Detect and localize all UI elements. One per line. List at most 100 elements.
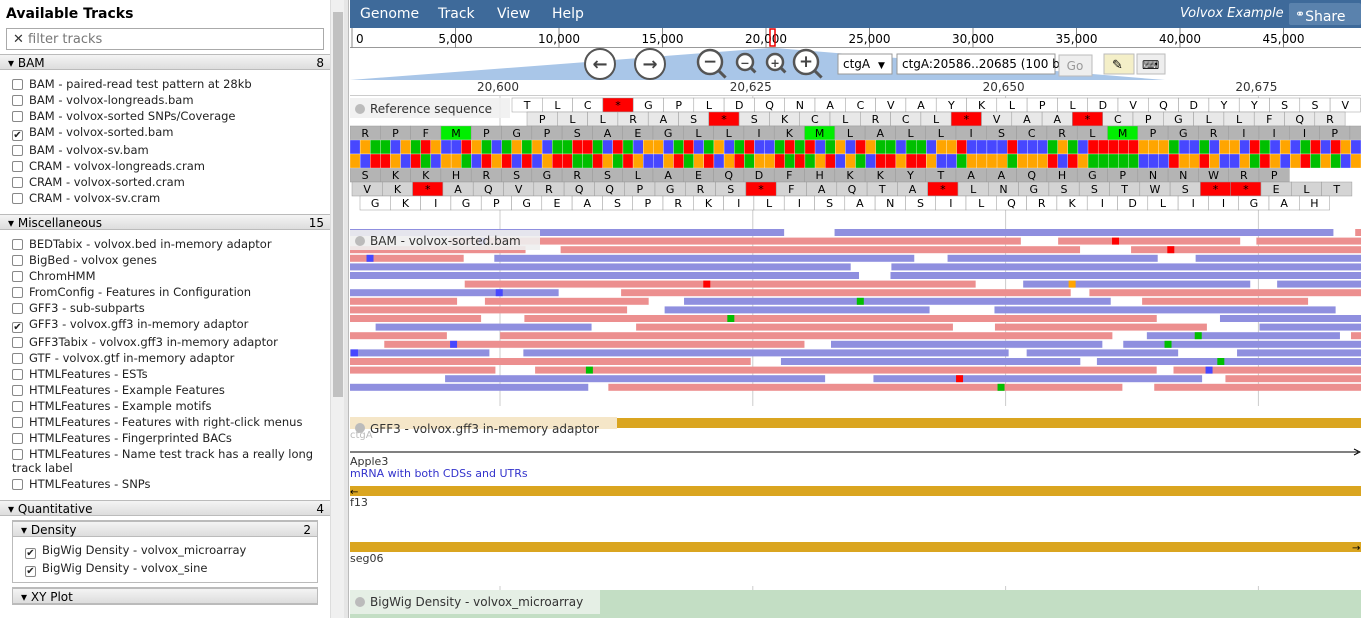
checkbox[interactable] [12, 337, 23, 348]
checkbox[interactable] [12, 401, 23, 412]
checkbox[interactable] [12, 303, 23, 314]
zoom-button[interactable] [735, 52, 755, 72]
track-item[interactable]: HTMLFeatures - ESTs [0, 366, 330, 382]
track-item[interactable]: BEDTabix - volvox.bed in-memory adaptor [0, 236, 330, 252]
amino-acid: S [727, 183, 734, 196]
track-item[interactable]: HTMLFeatures - Example motifs [0, 398, 330, 414]
track-item[interactable]: HTMLFeatures - Name test track has a rea… [0, 446, 330, 476]
category-header[interactable]: ▾ BAM 8 [0, 54, 330, 70]
checkbox[interactable] [12, 111, 23, 122]
track-item[interactable]: BAM - volvox-sv.bam [0, 142, 330, 158]
track-item[interactable]: ✔ BAM - volvox-sorted.bam [0, 124, 330, 142]
track-item[interactable]: HTMLFeatures - Fingerprinted BACs [0, 430, 330, 446]
sidebar: Available Tracks ✕ filter tracks ▾ BAM 8 B… [0, 0, 330, 618]
zoom-button[interactable] [792, 48, 820, 76]
checkbox[interactable] [12, 449, 23, 460]
amino-acid: * [425, 183, 431, 196]
checkbox[interactable] [12, 353, 23, 364]
track-item[interactable]: CRAM - volvox-sorted.cram [0, 174, 330, 190]
track-item[interactable]: BAM - volvox-sorted SNPs/Coverage [0, 108, 330, 124]
checkbox[interactable] [12, 287, 23, 298]
track-item[interactable]: ✔ GFF3 - volvox.gff3 in-memory adaptor [0, 316, 330, 334]
category-header[interactable]: ▾ Miscellaneous 15 [0, 214, 330, 230]
subcategory-header[interactable]: ▾ Density 2 [13, 521, 317, 537]
track-item[interactable]: ChromHMM [0, 268, 330, 284]
checkbox[interactable] [12, 161, 23, 172]
track-item[interactable]: GFF3Tabix - volvox.gff3 in-memory adapto… [0, 334, 330, 350]
menu-item[interactable]: Track [438, 6, 475, 22]
location-box[interactable] [896, 53, 1056, 75]
track-item[interactable]: FromConfig - Features in Configuration [0, 284, 330, 300]
track-label: BAM - volvox-sv.bam [29, 143, 149, 157]
menu-item[interactable]: Help [552, 6, 584, 22]
checkbox[interactable] [12, 479, 23, 490]
share-button[interactable]: ⚭ Share [1289, 3, 1361, 25]
base-fwd [673, 139, 684, 155]
track-item[interactable]: HTMLFeatures - Features with right-click… [0, 414, 330, 430]
pan-right[interactable] [634, 48, 666, 80]
amino-acid: Q [724, 169, 733, 182]
refseq-select[interactable] [837, 53, 893, 75]
subcategory-header[interactable]: ▾ XY Plot [13, 588, 317, 604]
checkbox[interactable]: ✔ [12, 130, 23, 141]
base-rev [1057, 153, 1068, 169]
scroll-thumb[interactable] [333, 12, 343, 397]
base-fwd [1239, 139, 1250, 155]
track-item[interactable]: BAM - paired-read test pattern at 28kb [0, 76, 330, 92]
filter-input[interactable]: ✕ filter tracks [6, 28, 324, 50]
checkbox[interactable] [12, 369, 23, 380]
track-item[interactable]: HTMLFeatures - SNPs [0, 476, 330, 492]
track-item[interactable]: CRAM - volvox-longreads.cram [0, 158, 330, 174]
category-header[interactable]: ▾ Quantitative 4 [0, 500, 330, 516]
checkbox[interactable] [12, 433, 23, 444]
track-item[interactable]: ✔ BigWig Density - volvox_microarray [13, 542, 317, 560]
go-button[interactable] [1058, 54, 1093, 77]
track-item[interactable]: CRAM - volvox-sv.cram [0, 190, 330, 206]
checkbox[interactable] [12, 271, 23, 282]
checkbox[interactable] [12, 239, 23, 250]
checkbox[interactable] [12, 193, 23, 204]
toggle-button[interactable] [1136, 53, 1166, 75]
highlight-button[interactable] [1103, 53, 1135, 75]
close-icon[interactable] [355, 104, 365, 114]
amino-acid: L [635, 169, 642, 182]
track-item[interactable]: BAM - volvox-longreads.bam [0, 92, 330, 108]
track-item[interactable]: GFF3 - sub-subparts [0, 300, 330, 316]
checkbox[interactable]: ✔ [12, 322, 23, 333]
checkbox[interactable] [12, 417, 23, 428]
amino-acid: P [1331, 127, 1338, 140]
amino-acid: A [998, 169, 1006, 182]
track-item[interactable]: ✔ BigWig Density - volvox_sine [13, 560, 317, 578]
track-item[interactable]: HTMLFeatures - Example Features [0, 382, 330, 398]
scrollbar[interactable] [330, 0, 344, 618]
track-label: GFF3Tabix - volvox.gff3 in-memory adapto… [29, 335, 278, 349]
checkbox[interactable] [12, 385, 23, 396]
zoom-button[interactable] [765, 52, 785, 72]
base-fwd [1138, 139, 1149, 155]
track-item[interactable]: BigBed - volvox genes [0, 252, 330, 268]
menu-item[interactable]: View [497, 6, 531, 22]
menu-item[interactable]: Genome [360, 6, 420, 22]
close-icon[interactable] [355, 597, 365, 607]
base-fwd [1118, 139, 1129, 155]
checkbox[interactable] [12, 255, 23, 266]
checkbox[interactable]: ✔ [25, 548, 36, 559]
zoom-button[interactable] [696, 48, 724, 76]
checkbox[interactable] [12, 177, 23, 188]
checkbox[interactable] [12, 95, 23, 106]
zoom-sign: − [703, 51, 717, 71]
close-icon[interactable] [355, 236, 365, 246]
checkbox[interactable] [12, 79, 23, 90]
base-rev [693, 153, 704, 169]
base-fwd [410, 139, 421, 155]
checkbox[interactable]: ✔ [25, 566, 36, 577]
base-rev [572, 153, 583, 169]
checkbox[interactable] [12, 145, 23, 156]
amino-acid: S [1182, 183, 1189, 196]
amino-acid: S [917, 197, 924, 210]
pan-left[interactable] [584, 48, 616, 80]
track-item[interactable]: GTF - volvox.gtf in-memory adaptor [0, 350, 330, 366]
close-icon[interactable] [355, 423, 365, 433]
base-fwd [552, 139, 563, 155]
divider[interactable] [344, 0, 349, 618]
